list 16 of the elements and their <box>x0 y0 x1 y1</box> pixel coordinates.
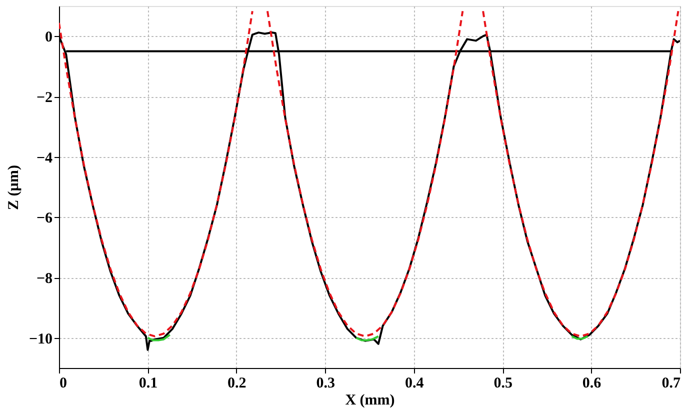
y-tick-label: −8 <box>36 271 52 287</box>
x-tick-label: 0.7 <box>662 376 681 392</box>
x-tick-label: 0.6 <box>582 376 602 392</box>
y-tick-label: −2 <box>36 90 52 106</box>
y-tick-label: −10 <box>28 331 52 348</box>
y-tick-label: 0 <box>45 30 52 46</box>
x-tick-label: 0 <box>60 376 67 392</box>
x-tick-label: 0.2 <box>228 376 246 392</box>
x-tick-label: 0.3 <box>316 376 336 392</box>
y-axis-title: Z (µm) <box>6 165 22 210</box>
x-tick-label: 0.5 <box>494 376 512 392</box>
x-tick-label: 0.1 <box>138 376 158 392</box>
x-axis-title: X (mm) <box>345 392 395 408</box>
x-tick-label: 0.4 <box>404 376 424 392</box>
y-tick-label: −6 <box>36 210 53 227</box>
y-tick-label: −4 <box>36 150 53 166</box>
